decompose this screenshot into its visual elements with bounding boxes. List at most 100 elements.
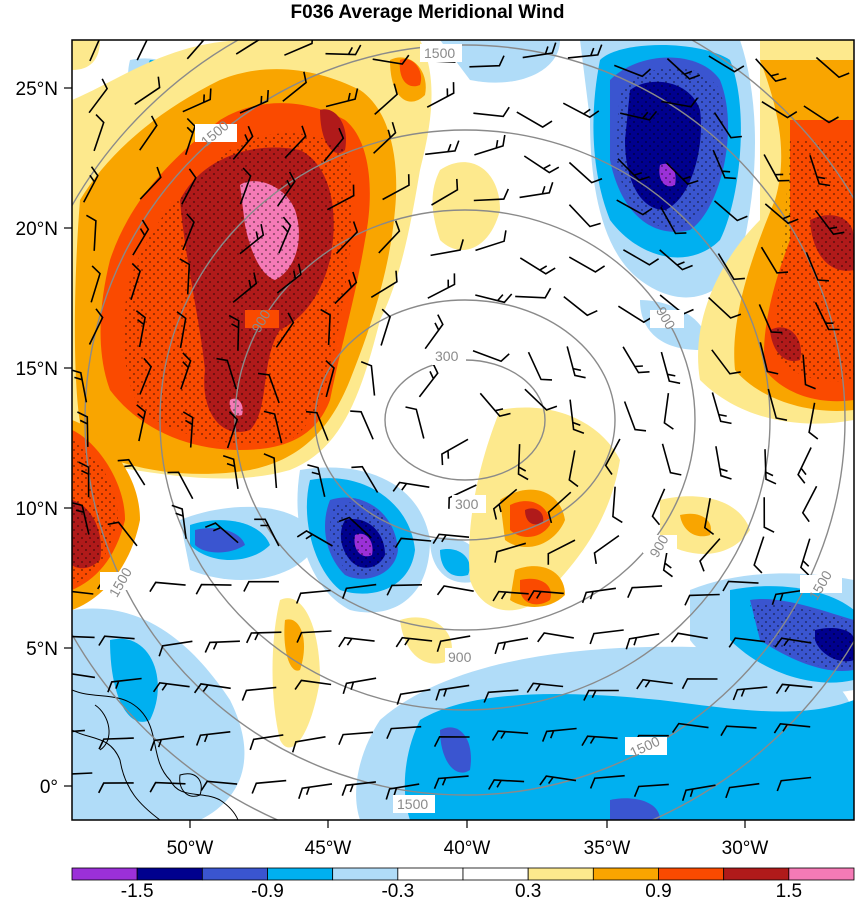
wind-barb xyxy=(651,488,666,526)
lat-label-15n: 15°N xyxy=(16,359,58,380)
wind-barb xyxy=(90,265,101,303)
wind-barb xyxy=(627,585,663,599)
wind-barb xyxy=(773,722,811,734)
wind-barb xyxy=(405,406,425,439)
wind-barb xyxy=(473,188,510,202)
wind-barb xyxy=(712,149,736,180)
wind-barb xyxy=(193,683,231,694)
wind-barb xyxy=(135,310,146,348)
colorbar-swatch xyxy=(592,867,659,881)
wind-barb xyxy=(569,399,585,434)
wind-barb xyxy=(424,314,444,350)
wind-barb xyxy=(441,438,469,466)
wind-barb xyxy=(809,154,831,187)
wind-barb xyxy=(295,589,331,604)
colorbar: -1.5 -0.9 -0.3 0.3 0.9 1.5 xyxy=(71,867,855,900)
wind-barb xyxy=(524,388,558,411)
wind-barb xyxy=(98,635,135,646)
wind-barb xyxy=(488,779,525,790)
wind-barb xyxy=(623,401,647,432)
wind-barb xyxy=(325,360,335,398)
wind-barb xyxy=(350,410,374,440)
wind-barb xyxy=(764,449,777,485)
wind-barbs xyxy=(72,40,850,801)
wind-barb xyxy=(589,774,625,789)
wind-barb xyxy=(715,446,732,480)
wind-barb xyxy=(296,529,333,547)
colorbar-label: -0.3 xyxy=(381,881,414,900)
wind-barb xyxy=(249,734,284,751)
wind-barb xyxy=(492,488,518,520)
contour-label-1500-bottom: 1500 xyxy=(397,796,428,812)
wind-barb xyxy=(235,40,261,55)
wind-barb xyxy=(132,219,150,256)
contour-labels: 1500 1500 900 900 300 300 900 900 1500 1… xyxy=(100,44,842,813)
colorbar-swatch xyxy=(71,867,138,881)
wind-barb xyxy=(385,783,420,800)
wind-barb xyxy=(320,308,331,346)
wind-barb xyxy=(77,411,89,447)
wind-barb xyxy=(88,308,104,345)
wind-barb xyxy=(519,257,556,275)
coastline xyxy=(72,689,239,820)
wind-barb xyxy=(338,516,372,539)
wind-barb xyxy=(815,56,850,79)
lat-label-25n: 25°N xyxy=(16,79,58,100)
wind-barb xyxy=(341,583,377,599)
wind-barb xyxy=(305,410,329,441)
wind-barb xyxy=(547,491,572,524)
wind-barb xyxy=(97,782,134,794)
lat-label-0: 0° xyxy=(40,777,58,798)
wind-barb xyxy=(176,311,187,349)
contour-label-1500-top: 1500 xyxy=(424,45,455,61)
wind-barb xyxy=(171,504,187,539)
colorbar-label: 0.9 xyxy=(645,881,671,900)
wind-barb xyxy=(623,249,660,266)
wind-barb xyxy=(479,392,511,417)
wind-barb xyxy=(85,214,97,251)
wind-barb xyxy=(583,689,619,701)
wind-barb xyxy=(130,262,142,301)
wind-barb xyxy=(713,200,748,222)
wind-barb xyxy=(200,780,238,791)
wind-barb xyxy=(517,444,529,481)
wind-barb xyxy=(232,125,254,160)
latitude-axis: 25°N 20°N 15°N 10°N 5°N 0° xyxy=(16,79,72,798)
wind-barb xyxy=(802,354,816,390)
wind-barb xyxy=(380,308,392,346)
wind-barb xyxy=(728,637,766,648)
wind-barb xyxy=(767,388,788,421)
colorbar-swatch xyxy=(267,867,334,881)
wind-barb xyxy=(232,272,258,304)
wind-barb xyxy=(803,105,839,124)
colorbar-swatch xyxy=(658,867,725,881)
wind-barb xyxy=(732,686,768,701)
wind-barb xyxy=(775,683,813,695)
wind-barb xyxy=(195,583,232,595)
wind-barb xyxy=(93,114,105,152)
wind-barb xyxy=(661,443,682,476)
map-field xyxy=(72,40,854,820)
wind-barb xyxy=(703,498,715,536)
wind-barb xyxy=(98,737,134,750)
wind-barb xyxy=(181,168,197,205)
wind-barb xyxy=(711,392,732,425)
wind-barb xyxy=(139,115,158,151)
wind-barb xyxy=(139,166,162,200)
wind-barb xyxy=(616,199,653,216)
wind-barb xyxy=(205,522,239,544)
wind-barb xyxy=(469,55,505,68)
wind-barb xyxy=(660,206,687,235)
wind-barb xyxy=(72,502,90,535)
wind-barb xyxy=(636,678,673,690)
wind-barb xyxy=(182,213,195,251)
wind-barb xyxy=(589,629,624,645)
wind-barb xyxy=(72,673,96,679)
wind-barb xyxy=(527,590,564,601)
wind-barb xyxy=(134,76,161,105)
wind-barb xyxy=(149,781,186,793)
wind-barb xyxy=(182,88,212,113)
wind-barb xyxy=(681,678,718,690)
wind-barb xyxy=(763,497,775,533)
wind-barb xyxy=(475,230,507,252)
